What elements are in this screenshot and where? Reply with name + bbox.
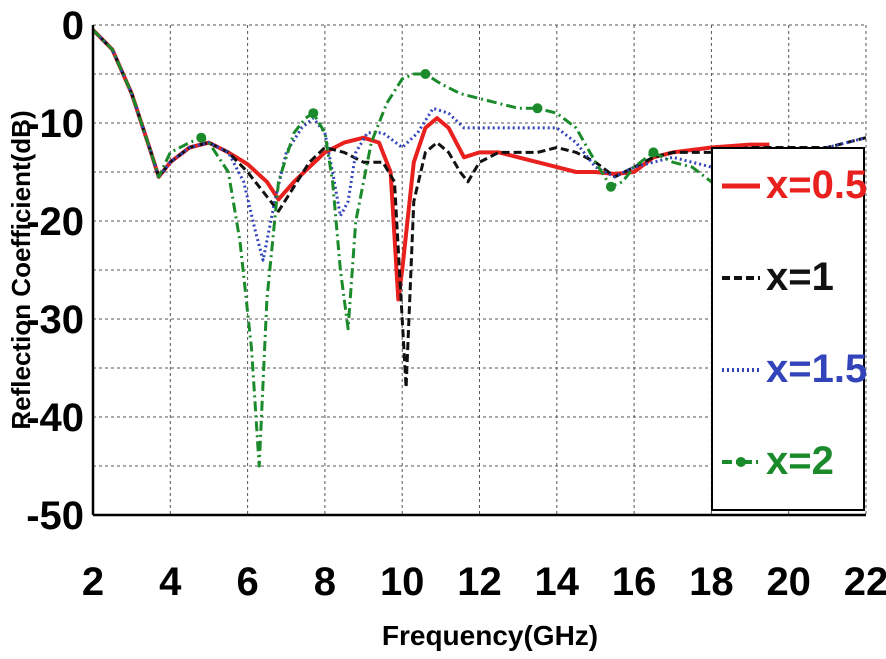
series-marker-4	[648, 147, 659, 158]
x-axis-label: Frequency(GHz)	[382, 620, 598, 651]
legend-marker	[736, 457, 746, 467]
x-tick-label: 18	[689, 560, 734, 604]
x-tick-label: 10	[380, 560, 425, 604]
legend-label-1: x=0.5	[766, 163, 867, 207]
series-layer	[93, 28, 866, 468]
x-tick-label: 22	[844, 560, 886, 604]
x-tick-label: 16	[612, 560, 657, 604]
x-tick-label: 4	[159, 560, 182, 604]
y-tick-label: -50	[26, 494, 84, 538]
legend-label-4: x=2	[766, 439, 834, 483]
y-axis-label: Reflection Coefficient(dB)	[6, 110, 36, 429]
y-tick-labels: 0 -10 -20 -30 -40 -50	[26, 4, 84, 538]
y-tick-label: -30	[26, 298, 84, 342]
series-marker-4	[605, 181, 616, 192]
series-marker-4	[196, 132, 207, 143]
series-marker-4	[532, 103, 543, 114]
series-line-3	[93, 28, 866, 262]
y-tick-label: 0	[62, 4, 84, 48]
legend-label-3: x=1.5	[766, 347, 867, 391]
x-tick-label: 14	[535, 560, 580, 604]
legend-box	[711, 147, 865, 511]
series-line-2	[93, 28, 866, 390]
legend: x=0.5 x=1 x=1.5 x=2	[711, 147, 867, 511]
x-tick-label: 6	[236, 560, 258, 604]
x-tick-label: 12	[457, 560, 502, 604]
x-tick-label: 20	[766, 560, 811, 604]
y-tick-label: -20	[26, 200, 84, 244]
series-marker-4	[308, 108, 319, 119]
series-marker-4	[420, 69, 431, 79]
x-tick-labels: 2 4 6 8 10 12 14 16 18 20 22	[82, 560, 886, 604]
x-tick-label: 2	[82, 560, 104, 604]
legend-label-2: x=1	[766, 255, 834, 299]
y-tick-label: -10	[26, 102, 84, 146]
x-tick-label: 8	[314, 560, 336, 604]
y-tick-label: -40	[26, 396, 84, 440]
